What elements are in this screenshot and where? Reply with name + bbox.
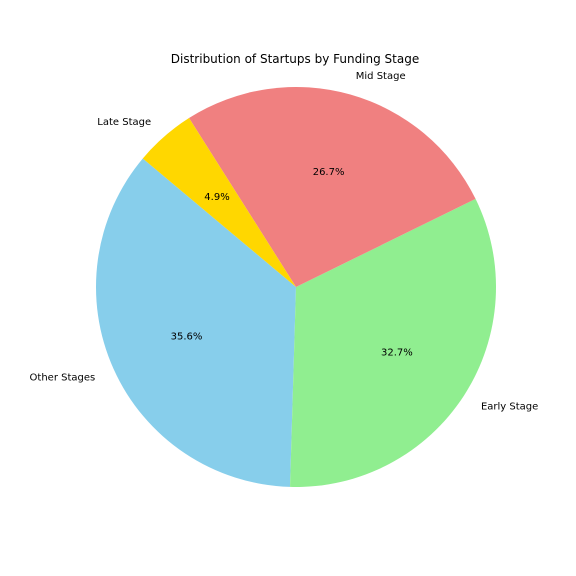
slice-label-late-stage: Late Stage: [97, 117, 151, 128]
pie-slice-early-stage: [290, 198, 496, 487]
pie-slice-mid-stage: [189, 86, 476, 287]
pie-slices: [95, 86, 496, 487]
slice-label-mid-stage: Mid Stage: [356, 71, 406, 82]
slice-pct-early-stage: 32.7%: [381, 347, 413, 358]
pie-labels: Other Stages 35.6% Early Stage 32.7% Mid Sta…: [30, 71, 539, 413]
slice-pct-late-stage: 4.9%: [204, 192, 229, 203]
pie-slice-late-stage: [142, 118, 296, 287]
slice-pct-other-stages: 35.6%: [171, 332, 203, 343]
slice-pct-mid-stage: 26.7%: [313, 167, 345, 178]
chart-title: Distribution of Startups by Funding Stag…: [171, 52, 419, 66]
slice-label-other-stages: Other Stages: [30, 372, 96, 383]
pie-slice-other-stages: [95, 158, 297, 487]
slice-label-early-stage: Early Stage: [481, 402, 538, 413]
